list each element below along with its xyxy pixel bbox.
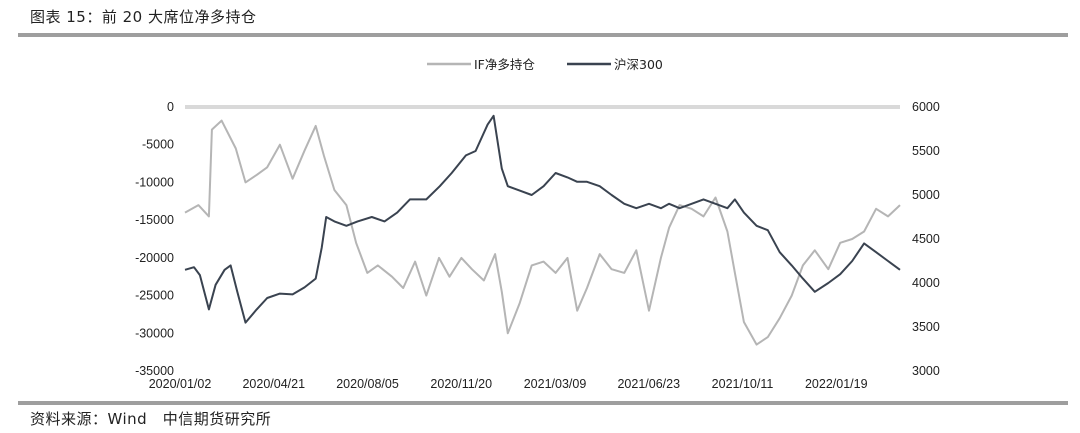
x-tick-label: 2020/11/20: [430, 377, 492, 391]
left-tick-label: -15000: [135, 213, 174, 227]
left-tick-label: -25000: [135, 289, 174, 303]
legend-label-2: 沪深300: [614, 57, 663, 72]
right-tick-label: 5000: [912, 188, 940, 202]
source-note: 资料来源：Wind 中信期货研究所: [30, 410, 272, 428]
x-tick-label: 2021/03/09: [524, 377, 587, 391]
right-tick-label: 5500: [912, 144, 940, 158]
right-tick-label: 4000: [912, 276, 940, 290]
x-tick-label: 2021/06/23: [617, 377, 680, 391]
x-tick-label: 2020/08/05: [336, 377, 399, 391]
right-axis-ticks: 6000 5500 5000 4500 4000 3500 3000: [912, 100, 940, 378]
top-rule: [18, 33, 1068, 37]
left-axis-ticks: 0 -5000 -10000 -15000 -20000 -25000 -30000 -350…: [135, 100, 174, 378]
x-tick-label: 2020/04/21: [242, 377, 305, 391]
figure-title: 图表 15：前 20 大席位净多持仓: [30, 8, 257, 26]
left-tick-label: -5000: [142, 138, 174, 152]
series-line-2: [184, 114, 901, 324]
x-tick-label: 2022/01/19: [805, 377, 868, 391]
left-tick-label: 0: [167, 100, 174, 114]
x-tick-label: 2021/10/11: [712, 377, 774, 391]
right-tick-label: 4500: [912, 232, 940, 246]
x-tick-label: 2020/01/02: [149, 377, 212, 391]
bottom-rule: [18, 401, 1068, 405]
left-tick-label: -30000: [135, 326, 174, 340]
legend-label-1: IF净多持仓: [474, 57, 535, 72]
right-tick-label: 3000: [912, 364, 940, 378]
x-axis-ticks: 2020/01/02 2020/04/21 2020/08/05 2020/11/20…: [149, 377, 868, 391]
left-tick-label: -10000: [135, 175, 174, 189]
legend: IF净多持仓 沪深300: [427, 57, 663, 72]
series-layer: [184, 114, 901, 346]
right-tick-label: 3500: [912, 320, 940, 334]
series-line-1: [184, 119, 901, 346]
right-tick-label: 6000: [912, 100, 940, 114]
left-tick-label: -20000: [135, 251, 174, 265]
left-tick-label: -35000: [135, 364, 174, 378]
